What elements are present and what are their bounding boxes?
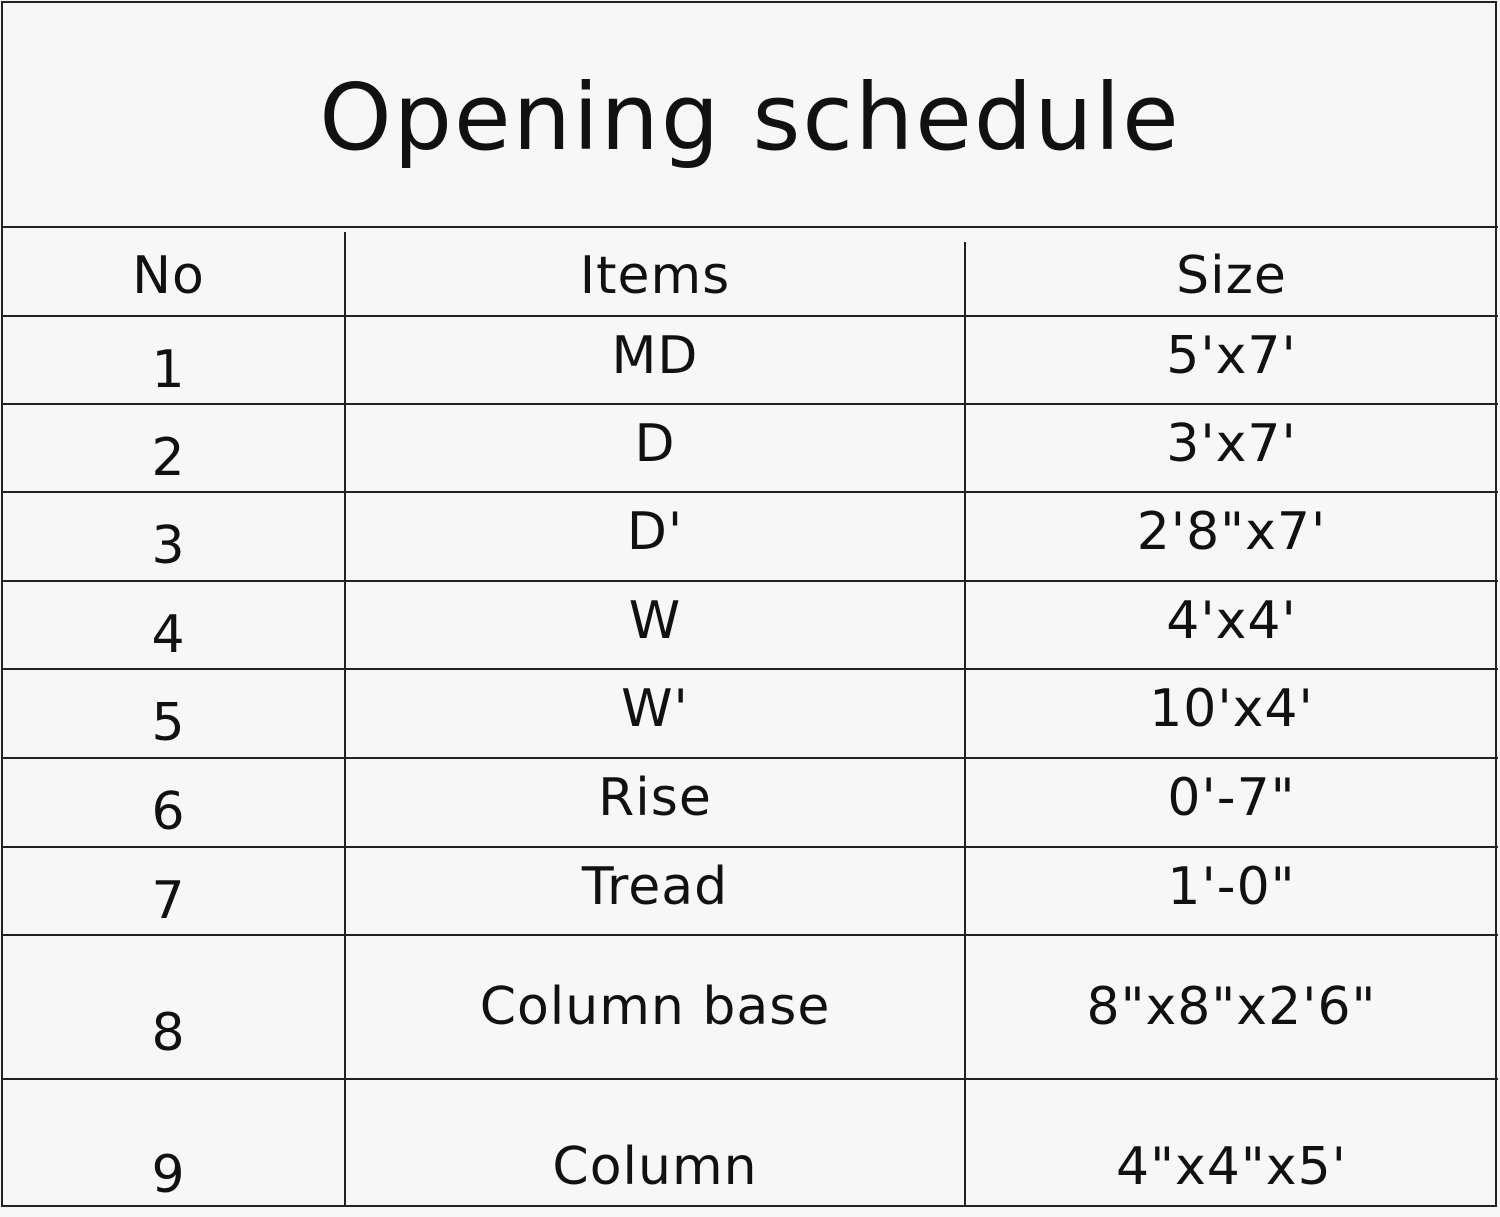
- row-number: 6: [151, 782, 186, 842]
- row-number: 4: [151, 605, 186, 665]
- row-divider: [2, 226, 1498, 228]
- row-number: 9: [151, 1145, 186, 1205]
- row-size: 10'x4': [1149, 679, 1314, 739]
- row-divider: [2, 846, 1498, 848]
- row-divider: [2, 1078, 1498, 1080]
- row-number: 7: [151, 871, 186, 931]
- row-item: Tread: [581, 857, 729, 917]
- row-item: W: [628, 591, 682, 651]
- row-divider: [2, 315, 1498, 317]
- row-size: 5'x7': [1166, 326, 1297, 386]
- row-divider: [2, 934, 1498, 936]
- row-size: 0'-7": [1167, 768, 1296, 828]
- row-item: MD: [611, 326, 699, 386]
- table-title: Opening schedule: [319, 64, 1181, 171]
- row-item: Column: [552, 1137, 758, 1197]
- column-divider: [344, 232, 346, 1207]
- header-size: Size: [1176, 246, 1287, 306]
- row-size: 4'x4': [1166, 591, 1297, 651]
- row-item: D': [626, 502, 684, 562]
- row-item: Column base: [479, 977, 831, 1037]
- row-size: 1'-0": [1167, 857, 1296, 917]
- row-size: 3'x7': [1166, 414, 1297, 474]
- row-number: 8: [151, 1003, 186, 1063]
- row-size: 4"x4"x5': [1116, 1137, 1347, 1197]
- row-item: Rise: [598, 768, 712, 828]
- header-no: No: [132, 246, 205, 306]
- row-item: W': [621, 679, 689, 739]
- column-divider: [964, 242, 966, 1207]
- row-size: 2'8"x7': [1136, 502, 1327, 562]
- row-divider: [2, 403, 1498, 405]
- row-size: 8"x8"x2'6": [1086, 977, 1377, 1037]
- row-divider: [2, 491, 1498, 493]
- header-items: Items: [579, 246, 731, 306]
- row-number: 3: [151, 516, 186, 576]
- row-number: 5: [151, 693, 186, 753]
- row-divider: [2, 580, 1498, 582]
- row-number: 2: [151, 428, 186, 488]
- row-item: D: [634, 414, 676, 474]
- row-number: 1: [151, 340, 186, 400]
- row-divider: [2, 757, 1498, 759]
- row-divider: [2, 668, 1498, 670]
